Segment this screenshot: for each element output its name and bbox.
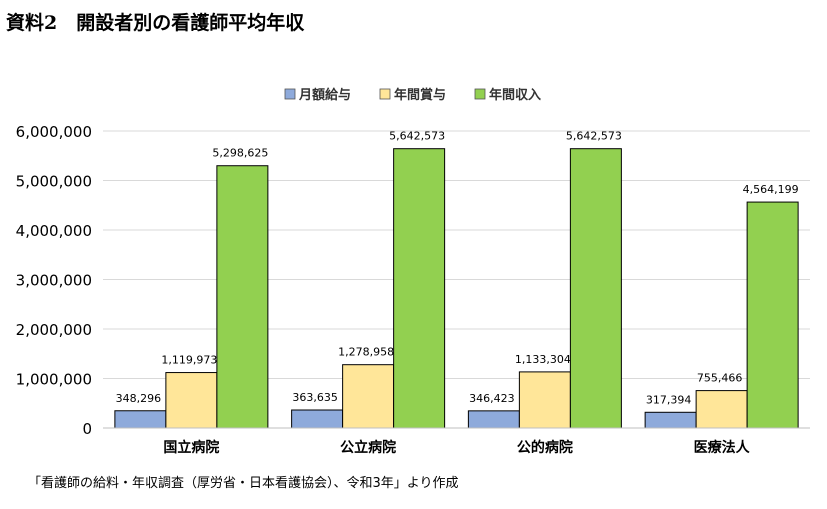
bar bbox=[746, 201, 799, 429]
y-tick-label: 0 bbox=[82, 420, 92, 438]
data-label: 317,394 bbox=[646, 393, 692, 406]
y-tick-label: 3,000,000 bbox=[16, 272, 92, 290]
legend-label: 年間収入 bbox=[489, 87, 541, 103]
data-label: 363,635 bbox=[292, 391, 338, 404]
x-tick-label: 医療法人 bbox=[694, 439, 751, 456]
bar bbox=[518, 371, 571, 429]
bar bbox=[569, 148, 622, 429]
data-label: 346,423 bbox=[469, 392, 515, 405]
data-labels: 348,296 1,119,973 5,298,625 363,635 1,278,95… bbox=[116, 130, 799, 407]
legend-swatch bbox=[474, 88, 486, 100]
bar bbox=[644, 411, 697, 429]
x-tick-label: 公的病院 bbox=[517, 439, 573, 456]
y-tick-label: 1,000,000 bbox=[16, 371, 92, 389]
bar bbox=[114, 410, 167, 429]
bar bbox=[291, 409, 344, 429]
data-label: 1,119,973 bbox=[161, 354, 217, 367]
legend-swatch bbox=[284, 88, 296, 100]
x-tick-label: 国立病院 bbox=[163, 439, 219, 456]
data-label: 5,642,573 bbox=[566, 130, 622, 143]
data-label: 348,296 bbox=[116, 392, 162, 405]
legend-label: 月額給与 bbox=[298, 87, 351, 103]
legend: 月額給与 年間賞与 年間収入 bbox=[284, 87, 541, 103]
bar bbox=[216, 165, 269, 429]
bars bbox=[114, 148, 799, 429]
y-tick-label: 5,000,000 bbox=[16, 173, 92, 191]
y-axis: 0 1,000,000 2,000,000 3,000,000 4,000,000 5,0… bbox=[16, 123, 92, 438]
legend-swatch bbox=[379, 88, 391, 100]
bar-chart: 0 1,000,000 2,000,000 3,000,000 4,000,000 5,0… bbox=[16, 87, 810, 456]
data-label: 5,642,573 bbox=[389, 130, 445, 143]
data-label: 5,298,625 bbox=[212, 147, 268, 160]
bar bbox=[342, 364, 395, 429]
y-tick-label: 6,000,000 bbox=[16, 123, 92, 141]
y-tick-label: 2,000,000 bbox=[16, 321, 92, 339]
bar bbox=[467, 410, 520, 429]
data-label: 1,278,958 bbox=[338, 346, 394, 359]
x-axis: 国立病院 公立病院 公的病院 医療法人 bbox=[103, 427, 810, 456]
legend-label: 年間賞与 bbox=[394, 87, 446, 103]
bar bbox=[393, 148, 446, 429]
gridlines bbox=[103, 130, 810, 379]
data-label: 1,133,304 bbox=[515, 353, 571, 366]
bar bbox=[695, 390, 748, 429]
data-label: 755,466 bbox=[697, 372, 743, 385]
document-title: 資料2 開設者別の看護師平均年収 bbox=[6, 12, 305, 34]
data-label: 4,564,199 bbox=[743, 183, 799, 196]
y-tick-label: 4,000,000 bbox=[16, 222, 92, 240]
bar bbox=[165, 372, 218, 429]
source-note: 「看護師の給料・年収調査（厚労省・日本看護協会）、令和3年」より作成 bbox=[28, 476, 459, 491]
x-tick-label: 公立病院 bbox=[340, 439, 396, 456]
